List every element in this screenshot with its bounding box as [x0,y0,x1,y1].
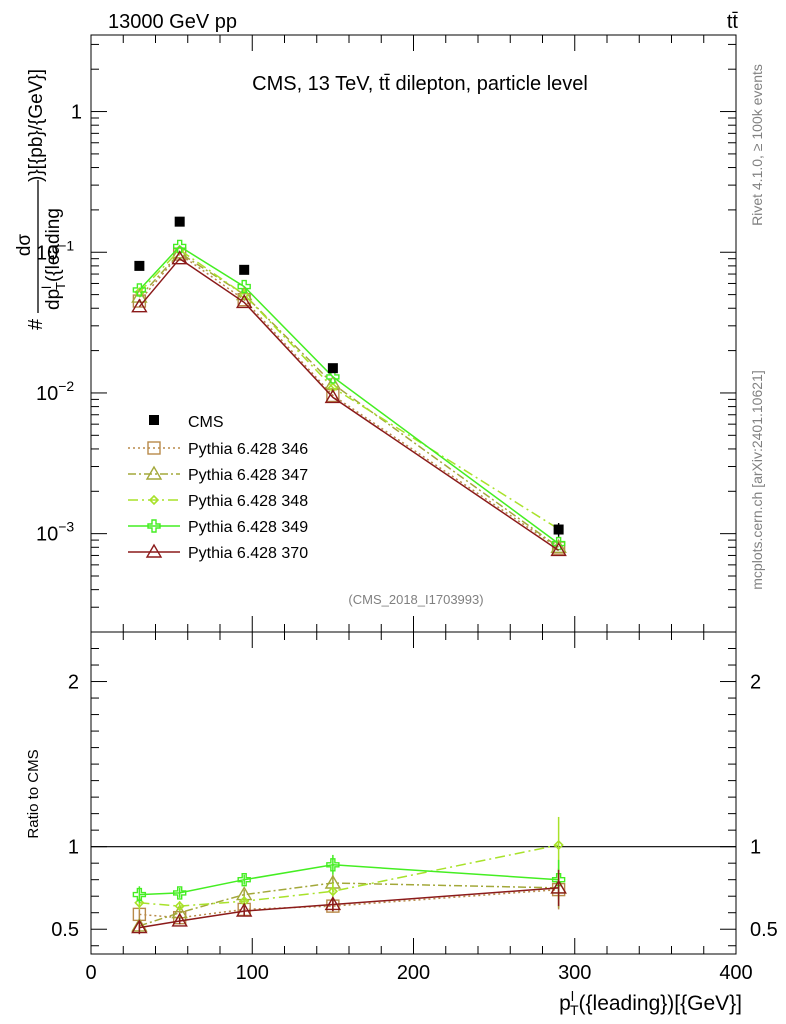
ratio-line-1 [139,882,559,927]
data-point [327,363,338,374]
y-tick-label-ratio: 0.5 [51,919,79,941]
y-label-numerator: dσ [14,234,35,257]
x-tick-label: 0 [85,962,96,984]
ratio-marker-4 [324,896,342,911]
axis-ticks [90,35,737,954]
series-marker-3 [132,283,147,297]
ratio-marker-2 [134,897,145,908]
y-tick-label-ratio: 2 [68,672,79,694]
legend-series-entries: Pythia 6.428 346 Pythia 6.428 347 Pythia 6… [128,441,308,562]
main-y-axis-label: # dσ dplT({leading )}[{pb}/{GeV}] [14,69,68,330]
header-left: 13000 GeV pp [108,11,237,33]
series-marker-4 [171,250,188,265]
legend-marker-1 [145,465,163,480]
legend-marker-3 [147,519,161,533]
ratio-marker-4 [235,902,253,917]
y-tick-label-main: 1 [71,102,82,124]
series-marker-1 [324,375,342,390]
legend-label-2: Pythia 6.428 348 [188,493,308,510]
series-layer [91,216,736,935]
ratio-line-4 [139,887,559,929]
series-line-3 [138,245,560,545]
series-line-1 [138,251,560,548]
tick-labels: 0 100 200 300 400 1 10−1 10−2 10−3 0.5 0.5 1 1 2 2 [36,102,778,984]
data-point [553,524,564,535]
y-tick-label-main: 10−3 [36,519,74,546]
series-marker-4 [131,298,148,313]
ratio-marker-2 [327,886,339,897]
data-point [134,260,145,271]
legend-label-3: Pythia 6.428 349 [188,519,308,536]
chart-title: CMS, 13 TeV, tt̄ dilepton, particle leve… [252,73,588,95]
legend-entry-cms: CMS [149,414,224,431]
y-tick-label-main: 10−1 [36,237,74,264]
legend-label-cms: CMS [188,414,224,431]
header-right: tt̄ [727,11,739,33]
series-marker-3 [172,239,187,254]
y-label-tail: )}[{pb}/{GeV}] [26,69,47,182]
legend-marker-cms [149,415,159,425]
ratio-marker-3 [132,887,147,902]
data-point [174,216,185,227]
series-marker-1 [550,538,567,553]
y-tick-label-ratio: 1 [68,837,79,859]
y-tick-label-ratio-right: 0.5 [750,919,778,941]
series-marker-3 [551,536,566,551]
x-tick-label: 200 [397,962,430,984]
ratio-marker-4 [131,919,148,934]
y-tick-label-ratio-right: 2 [750,672,761,694]
y-label-hash: # [25,318,47,330]
y-tick-label-main: 10−2 [36,378,74,405]
y-label-denominator: dplT({leading [39,208,68,310]
ratio-marker-3 [326,858,340,872]
ratio-marker-4 [550,879,567,894]
series-marker-3 [326,370,340,384]
rivet-version-text: Rivet 4.1.0, ≥ 100k events [749,64,765,226]
analysis-watermark: (CMS_2018_I1703993) [348,592,483,607]
legend-marker-0 [147,441,161,455]
series-line-4 [138,257,560,552]
series-marker-4 [550,542,567,557]
ratio-line-3 [139,864,559,896]
ratio-marker-4 [171,912,188,927]
legend-label-4: Pythia 6.428 370 [188,545,308,562]
mcplots-text: mcplots.cern.ch [arXiv:2401.10621] [749,370,765,589]
series-line-2 [138,248,559,530]
x-tick-label: 100 [236,962,269,984]
ratio-y-axis-label: Ratio to CMS [25,749,42,838]
series-marker-1 [131,288,148,303]
ratio-marker-2 [553,839,564,851]
series-marker-3 [237,279,251,294]
legend-label-0: Pythia 6.428 346 [188,441,308,458]
ratio-marker-3 [237,872,251,887]
ratio-marker-3 [172,886,187,900]
data-point [239,264,250,275]
x-axis-label: pl T({leading})[{GeV}] [559,988,742,1018]
ratio-marker-2 [174,900,185,912]
legend-marker-4 [145,543,163,558]
legend-label-1: Pythia 6.428 347 [188,467,308,484]
legend-marker-2 [148,494,160,506]
y-tick-label-ratio-right: 1 [750,837,761,859]
main-plot-frame [90,34,737,633]
x-tick-label: 300 [558,962,591,984]
x-tick-label: 400 [719,962,752,984]
series-marker-4 [324,388,342,404]
series-marker-4 [235,294,253,309]
